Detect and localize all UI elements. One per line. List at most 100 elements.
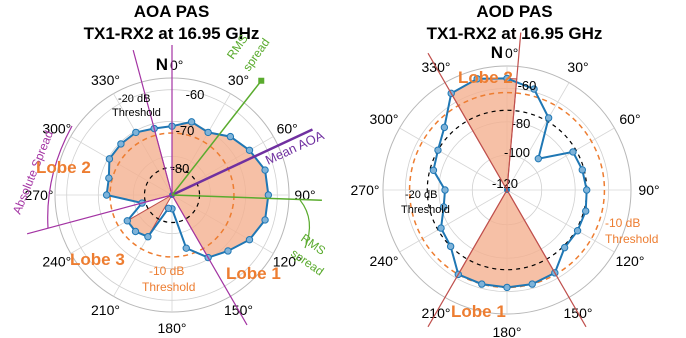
threshold-10db-label-2: Threshold bbox=[605, 232, 658, 246]
angle-tick-0: 0° bbox=[170, 57, 183, 73]
pas-point-165 bbox=[182, 244, 190, 252]
grid-spoke bbox=[506, 189, 615, 253]
pas-point-90 bbox=[583, 186, 591, 194]
aoa-polar-chart: 30°60°90°120°150°180°210°240°270°300°330… bbox=[10, 32, 328, 336]
rms-spread-marker bbox=[258, 77, 265, 84]
grid-spoke bbox=[506, 82, 570, 191]
angle-tick-120: 120° bbox=[615, 253, 644, 269]
angle-tick-210: 210° bbox=[91, 302, 120, 318]
threshold-20db-label-1: -20 dB bbox=[405, 189, 437, 201]
lobe2-end-line bbox=[506, 32, 522, 191]
pas-point-270 bbox=[102, 191, 111, 199]
grid-spoke bbox=[399, 189, 508, 253]
pas-point-135 bbox=[560, 243, 569, 252]
radial-tick-2: -80 bbox=[171, 161, 190, 176]
threshold-10db-label-1: -10 dB bbox=[149, 264, 184, 278]
lobe2-start-line bbox=[26, 194, 173, 235]
angle-tick-270: 270° bbox=[25, 187, 54, 203]
pas-point-225 bbox=[131, 227, 140, 236]
grid-spoke bbox=[506, 127, 615, 191]
pas-point-120 bbox=[573, 227, 582, 235]
angle-tick-180: 180° bbox=[158, 320, 187, 336]
lobe-sector-1 bbox=[457, 188, 556, 288]
radial-tick-0: -60 bbox=[518, 78, 537, 93]
threshold-10db-label-1: -10 dB bbox=[605, 216, 640, 230]
north-label: N bbox=[491, 43, 503, 62]
pas-point-45 bbox=[226, 132, 235, 141]
lobe1-label: Lobe 1 bbox=[226, 264, 281, 283]
pas-point-300 bbox=[105, 155, 114, 163]
lobe1-end-line bbox=[171, 194, 248, 326]
radial-tick-1: -80 bbox=[512, 116, 531, 131]
pas-point-30 bbox=[544, 114, 553, 122]
pas-point-210 bbox=[144, 233, 152, 241]
aod-pas-panel: AOD PAS TX1-RX2 at 16.95 GHz 30° 60° 90° 12… bbox=[343, 0, 686, 338]
mean-aoa-arrow bbox=[171, 128, 314, 197]
pas-point-105 bbox=[582, 207, 590, 215]
pas-point-60 bbox=[245, 146, 254, 154]
pas-point-255 bbox=[439, 203, 448, 211]
angle-tick-120: 120° bbox=[273, 254, 302, 270]
grid-spoke bbox=[399, 127, 508, 191]
angle-tick-30: 30° bbox=[228, 72, 249, 88]
rms-spread-2-arc bbox=[299, 199, 311, 249]
pas-point-15 bbox=[187, 118, 196, 126]
pas-point-120 bbox=[245, 236, 254, 244]
pas-point-225 bbox=[446, 242, 455, 251]
pas-point-315 bbox=[117, 140, 125, 148]
threshold-20db-label-1: -20 dB bbox=[118, 93, 150, 105]
pas-point-240 bbox=[437, 224, 445, 232]
absolute-spread-arc bbox=[47, 125, 73, 229]
pas-point-165 bbox=[528, 280, 536, 288]
lobe1-end-line bbox=[506, 189, 587, 328]
aoa-subtitle: TX1-RX2 at 16.95 GHz bbox=[83, 24, 260, 43]
angle-tick-330: 330° bbox=[91, 72, 120, 88]
lobe2-label: Lobe 2 bbox=[458, 68, 513, 87]
pas-point-195 bbox=[478, 280, 486, 288]
pas-point-240 bbox=[123, 217, 131, 225]
angle-tick-60: 60° bbox=[619, 111, 640, 127]
pas-point-330 bbox=[132, 128, 140, 137]
aoa-title: AOA PAS bbox=[133, 2, 210, 21]
angle-tick-90: 90° bbox=[638, 182, 659, 198]
radial-tick-3: -120 bbox=[492, 176, 518, 191]
pas-point-105 bbox=[261, 216, 269, 224]
threshold-10db-circle bbox=[408, 91, 606, 289]
pas-point-195 bbox=[164, 204, 173, 212]
angle-tick-270: 270° bbox=[351, 182, 380, 198]
pas-point-45 bbox=[534, 154, 543, 163]
pas-point-0 bbox=[503, 74, 511, 83]
pas-point-75 bbox=[578, 166, 586, 174]
threshold-10db-label-2: Threshold bbox=[142, 280, 195, 294]
lobe-sector-2 bbox=[106, 127, 173, 204]
pas-point-315 bbox=[440, 123, 449, 132]
pas-point-180 bbox=[503, 283, 511, 292]
pas-point-90 bbox=[264, 191, 273, 199]
lobe3-label: Lobe 3 bbox=[70, 250, 125, 269]
pas-point-270 bbox=[441, 186, 449, 194]
radial-tick-0: -60 bbox=[186, 87, 205, 102]
pas-point-135 bbox=[224, 247, 232, 255]
lobe1-start-line bbox=[427, 189, 508, 328]
lobe2-end-line bbox=[132, 49, 173, 196]
angle-tick-60: 60° bbox=[277, 121, 298, 137]
radial-tick-2: -100 bbox=[504, 145, 530, 160]
angle-tick-300: 300° bbox=[42, 121, 71, 137]
angle-tick-240: 240° bbox=[370, 253, 399, 269]
angle-tick-180: 180° bbox=[493, 324, 522, 338]
threshold-20db-label-2: Threshold bbox=[112, 107, 161, 119]
aod-title: AOD PAS bbox=[476, 2, 553, 21]
rms-spread-line-2 bbox=[171, 194, 322, 201]
pas-point-60 bbox=[569, 148, 577, 156]
angle-tick-30: 30° bbox=[567, 59, 588, 75]
north-label: N bbox=[156, 55, 168, 74]
pas-point-75 bbox=[261, 166, 269, 174]
pas-point-345 bbox=[473, 75, 481, 83]
radial-tick-1: -70 bbox=[176, 123, 195, 138]
rms-spread-line-1 bbox=[171, 80, 262, 196]
threshold-20db-label-2: Threshold bbox=[401, 204, 450, 216]
angle-tick-0: 0° bbox=[505, 45, 518, 61]
angle-tick-300: 300° bbox=[370, 111, 399, 127]
aod-polar-chart: 30°60°90°120°150°180°210°240°270°300°330… bbox=[351, 32, 660, 338]
pas-point-30 bbox=[204, 128, 212, 137]
